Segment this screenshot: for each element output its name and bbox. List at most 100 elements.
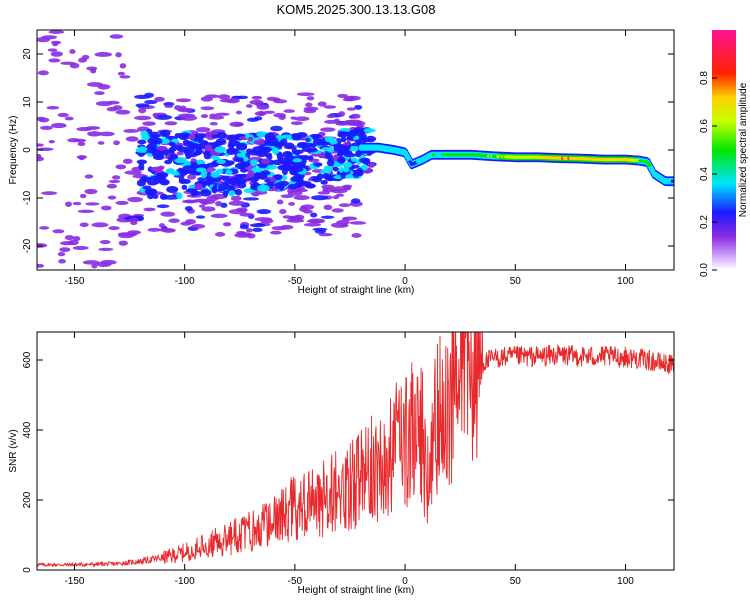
spectral-blob bbox=[339, 127, 351, 133]
spectral-blob bbox=[320, 127, 336, 132]
spectral-blob bbox=[346, 107, 356, 111]
spectral-blob bbox=[79, 222, 89, 228]
spectral-blob bbox=[217, 94, 231, 100]
spectral-blob bbox=[174, 105, 182, 111]
spectral-blob bbox=[113, 140, 120, 146]
spectral-blob bbox=[179, 170, 188, 176]
spectral-blob bbox=[340, 136, 347, 143]
spectral-blob bbox=[50, 40, 62, 45]
spectral-blob bbox=[249, 159, 258, 167]
spectral-blob bbox=[226, 97, 240, 104]
spectral-blob bbox=[318, 153, 326, 158]
spectral-blob bbox=[119, 63, 127, 69]
spectral-blob bbox=[164, 121, 178, 126]
spectral-blob bbox=[305, 102, 313, 108]
spectral-blob bbox=[37, 243, 48, 248]
spectral-blob bbox=[50, 122, 67, 129]
spectral-blob bbox=[338, 111, 346, 117]
spectral-blob bbox=[187, 174, 197, 180]
spectral-blob bbox=[263, 152, 273, 158]
spectral-blob bbox=[283, 109, 296, 113]
spectral-blob bbox=[161, 228, 176, 233]
spectral-blob bbox=[266, 164, 278, 170]
spectral-blob bbox=[47, 48, 58, 52]
spectral-blob bbox=[327, 176, 335, 181]
spectral-blob bbox=[337, 131, 345, 137]
spectral-blob bbox=[233, 122, 244, 127]
spectral-blob bbox=[117, 71, 126, 76]
spectral-blob bbox=[194, 183, 204, 191]
spectral-blob bbox=[303, 108, 317, 114]
spectral-blob bbox=[350, 113, 361, 119]
spectral-blob bbox=[37, 143, 44, 147]
spectral-blob bbox=[235, 188, 243, 196]
spectral-blob bbox=[204, 144, 213, 152]
xtick-label: -50 bbox=[288, 576, 303, 587]
spectral-blob bbox=[228, 190, 236, 197]
spectral-blob bbox=[148, 142, 158, 150]
spectral-blob bbox=[211, 134, 219, 139]
spectral-blob bbox=[343, 161, 353, 168]
spectrogram-xlabel: Height of straight line (km) bbox=[298, 285, 415, 296]
spectral-blob bbox=[335, 193, 344, 197]
colorbar-tick-label: 0.6 bbox=[699, 119, 710, 133]
spectral-blob bbox=[251, 95, 263, 100]
ytick-label: 0 bbox=[22, 567, 33, 573]
spectral-blob bbox=[236, 152, 246, 158]
spectral-blob bbox=[214, 232, 226, 237]
spectral-blob bbox=[287, 190, 303, 196]
spectral-blob bbox=[307, 155, 314, 161]
spectral-blob bbox=[226, 178, 239, 185]
spectral-blob bbox=[148, 133, 161, 138]
spectral-blob bbox=[332, 166, 339, 172]
spectral-blob bbox=[168, 141, 176, 147]
spectral-blob bbox=[293, 149, 304, 155]
spectral-blob bbox=[168, 218, 180, 223]
spectral-blob bbox=[228, 200, 246, 206]
ridge-core bbox=[406, 157, 411, 161]
xtick-label: -100 bbox=[175, 276, 195, 287]
spectral-blob bbox=[168, 147, 175, 154]
spectral-blob bbox=[203, 153, 212, 160]
spectral-blob bbox=[276, 153, 284, 161]
spectral-blob bbox=[217, 183, 230, 191]
spectral-blob bbox=[174, 133, 181, 139]
colorbar-tick-label: 0.0 bbox=[699, 263, 710, 277]
spectral-blob bbox=[200, 96, 214, 102]
spectral-blob bbox=[98, 131, 115, 137]
spectral-blob bbox=[260, 170, 271, 176]
spectral-blob bbox=[100, 259, 117, 265]
spectral-blob bbox=[185, 154, 192, 160]
spectral-blob bbox=[97, 141, 105, 145]
spectral-blob bbox=[325, 151, 332, 158]
spectral-blob bbox=[367, 161, 376, 168]
spectral-blob bbox=[97, 84, 111, 90]
xtick-label: 0 bbox=[402, 576, 408, 587]
spectral-blob bbox=[260, 147, 271, 153]
colorbar-label: Normalized spectral amplitude bbox=[738, 82, 749, 217]
spectral-blob bbox=[78, 57, 87, 63]
spectral-blob bbox=[52, 229, 65, 234]
spectral-blob bbox=[200, 106, 215, 111]
spectral-blob bbox=[184, 205, 193, 212]
spectral-blob bbox=[284, 142, 295, 150]
spectral-blob bbox=[233, 157, 244, 163]
spectral-blob bbox=[260, 218, 274, 224]
spectral-blob bbox=[282, 215, 292, 219]
ytick-label: 0 bbox=[22, 147, 33, 153]
spectral-blob bbox=[294, 116, 310, 122]
spectral-blob bbox=[79, 193, 87, 199]
spectral-blob bbox=[338, 203, 351, 208]
spectral-blob bbox=[246, 117, 259, 122]
spectral-blob bbox=[195, 215, 206, 219]
spectral-blob bbox=[191, 223, 206, 229]
spectral-blob bbox=[57, 252, 66, 257]
spectral-blob bbox=[148, 136, 160, 143]
spectral-blob bbox=[358, 157, 371, 164]
spectral-blob bbox=[84, 188, 98, 195]
xtick-label: 100 bbox=[617, 576, 634, 587]
spectral-blob bbox=[278, 114, 286, 120]
spectral-blob bbox=[285, 151, 292, 156]
spectral-blob bbox=[190, 161, 198, 169]
